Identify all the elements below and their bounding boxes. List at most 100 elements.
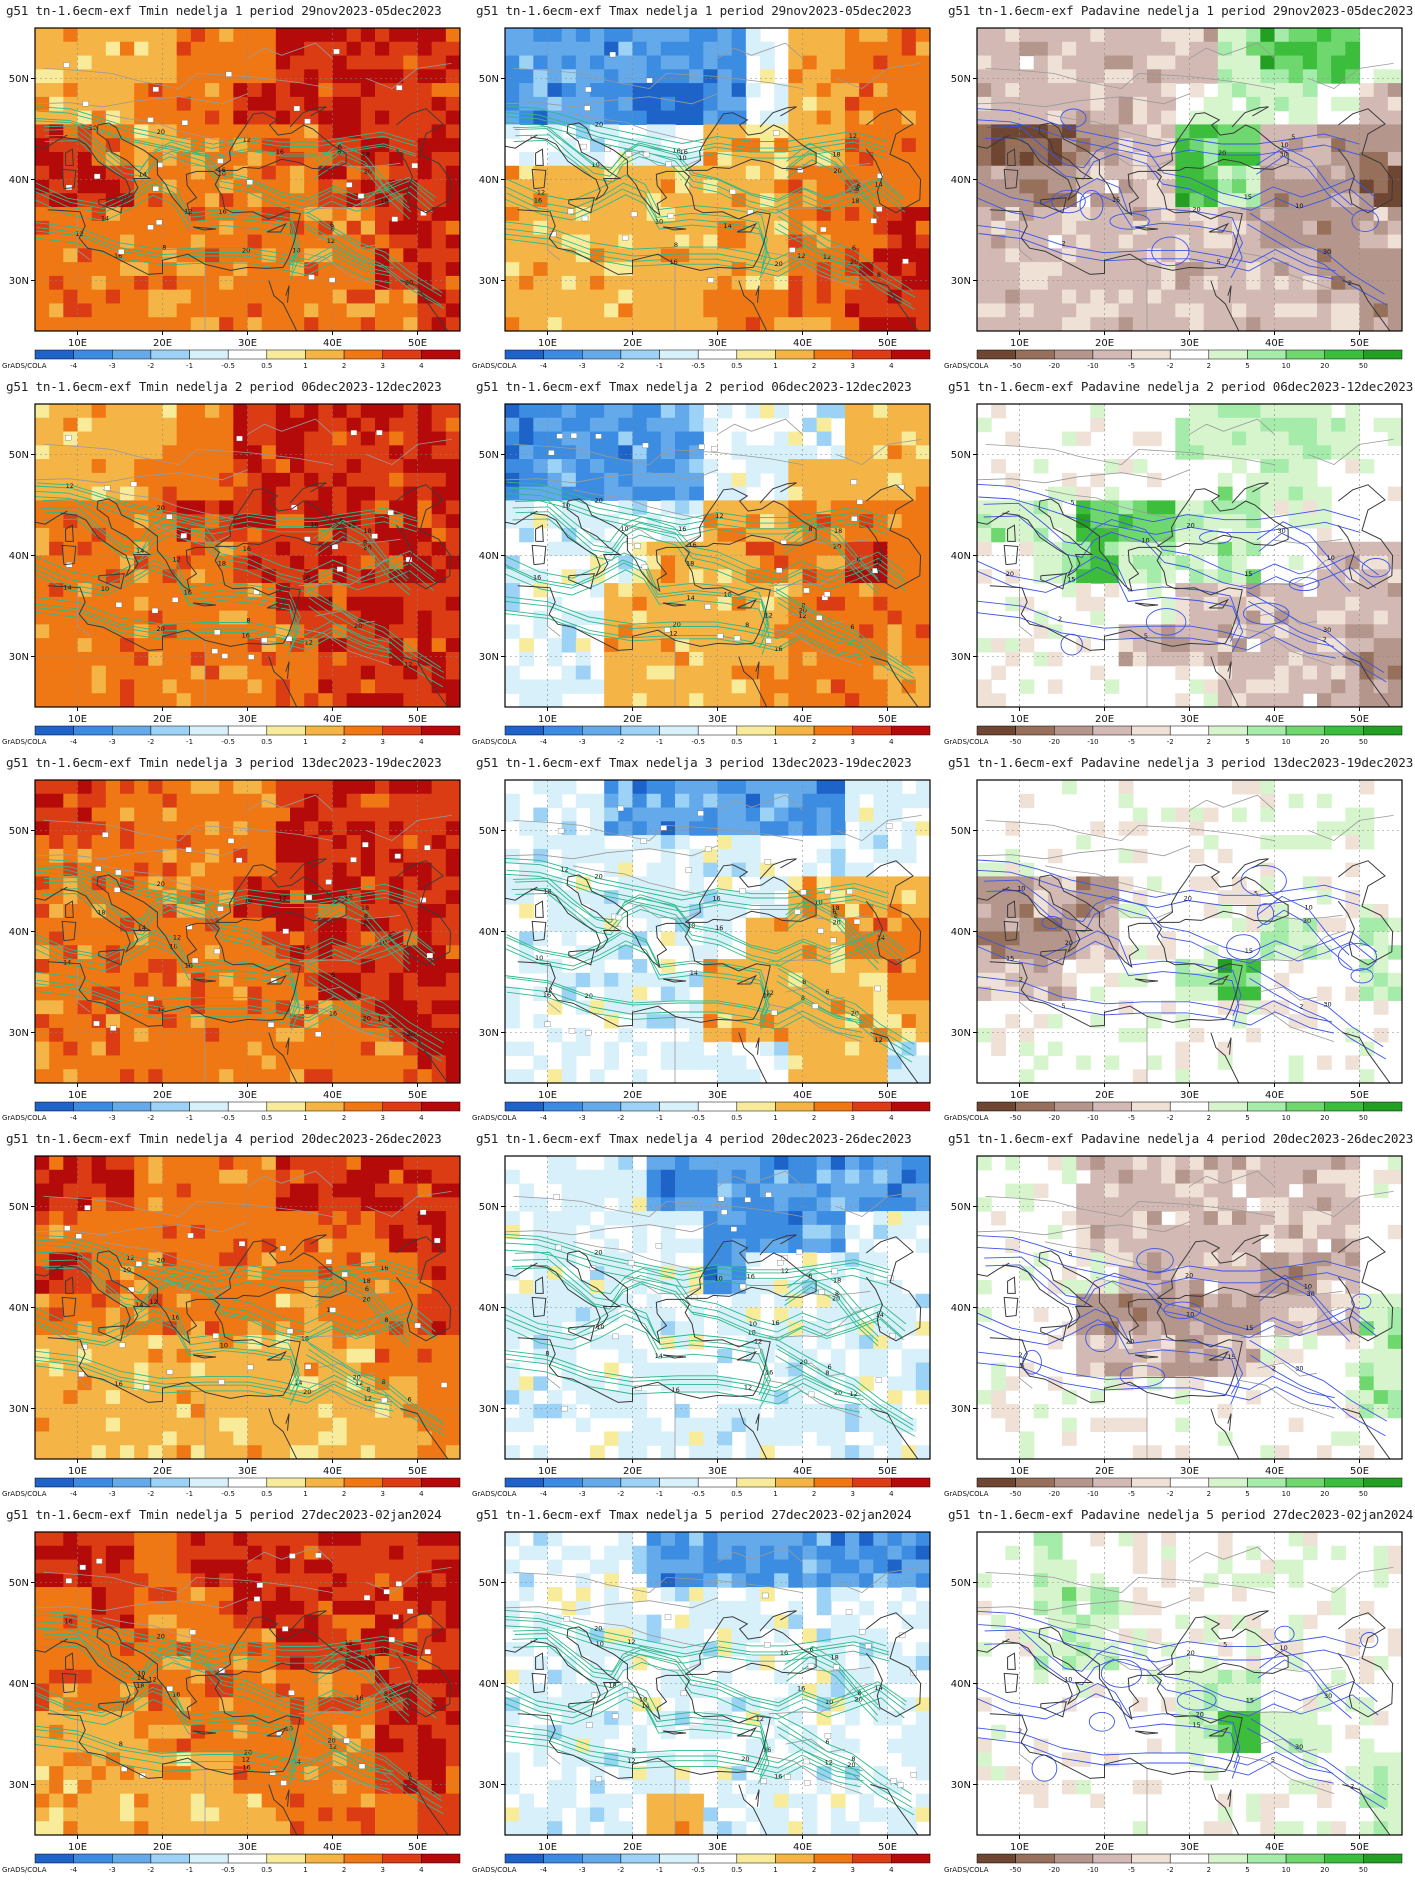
grid-cell [431,848,447,864]
grid-cell [120,83,135,98]
grid-cell [219,876,234,891]
grid-cell [561,317,577,331]
lon-tick-label: 30E [238,714,257,725]
grid-cell [604,317,619,331]
grid-cell [1260,138,1276,153]
colorbar-label: 50 [1359,362,1368,370]
grid-cell [1373,624,1389,639]
grid-cell [1118,317,1134,331]
grid-cell [717,289,733,305]
grid-cell [561,486,577,502]
grid-cell [533,693,549,707]
grid-cell [35,500,50,515]
grid-cell [915,459,930,474]
grid-cell [802,569,818,584]
lon-tick-label: 10E [538,714,557,725]
grid-cell [205,651,220,667]
grid-cell [1359,651,1375,667]
grid-cell [816,262,832,277]
grid-cell [1246,165,1261,181]
grid-cell [375,527,390,543]
grid-cell [445,986,460,1001]
grid-cell [304,1027,319,1043]
grid-cell [304,289,319,305]
grid-cell [63,28,79,43]
grid-cell [205,262,220,277]
contour-line [1258,532,1351,593]
grid-cell [233,165,249,181]
grid-cell [1118,179,1134,194]
grid-cell [275,248,291,263]
grid-cell [35,610,50,625]
grid-cell [1359,234,1375,249]
lon-tick-label: 20E [153,714,172,725]
colorbar-swatch [620,349,660,360]
grid-cell [632,417,648,433]
grid-cell [233,262,249,277]
grid-cell [547,275,563,291]
grid-cell [774,665,789,681]
grid-cell [77,179,93,194]
grid-cell [590,275,605,291]
grid-cell [261,417,277,433]
grid-cell [760,514,775,529]
station-marker [411,162,418,169]
grid-cell [887,138,903,153]
grid-cell [845,303,860,318]
grid-cell [1274,96,1290,112]
grid-cell [162,220,178,236]
colorbar-label: 1 [773,362,777,370]
grid-cell [332,472,348,488]
grid-cell [1175,445,1191,460]
grid-cell [1345,124,1361,139]
island-coast [192,226,217,231]
grid-cell [318,917,334,933]
grid-cell [105,638,121,653]
grid-cell [991,110,1006,126]
grid-cell [760,445,775,460]
grid-cell [318,459,334,474]
grid-cell [431,665,447,681]
grid-cell [233,193,249,208]
grid-cell [1317,583,1332,598]
contour-line [35,559,300,646]
grid-cell [1175,417,1191,433]
grid-cell [77,780,93,795]
grid-cell [318,679,334,694]
grid-cell [91,679,107,694]
grid-cell [1387,289,1402,305]
grid-cell [49,610,64,625]
grid-cell [873,624,889,639]
grid-cell [1232,624,1247,639]
grid-cell [1147,638,1162,653]
grid-cell [417,876,433,891]
colorbar-label: -3 [579,738,586,746]
grid-cell [91,693,107,707]
grid-cell [1302,431,1318,446]
grid-cell [1317,303,1332,318]
grid-cell [332,679,348,694]
grid-cell [219,459,234,474]
grid-cell [375,903,390,919]
grid-cell [162,262,178,277]
grid-cell [533,679,549,694]
grid-cell [660,289,676,305]
grid-cell [575,28,591,43]
grid-cell [1359,179,1375,194]
grid-cell [261,610,277,625]
grid-cell [63,303,79,318]
grid-cell [290,848,305,864]
grid-cell [915,404,930,419]
grid-cell [1062,207,1077,222]
station-marker [711,446,718,452]
contour-label: 20 [595,120,603,128]
grid-cell [1047,179,1063,194]
country-border [977,93,1190,108]
grid-cell [49,876,64,891]
grid-cell [901,28,917,43]
contour-label: 14 [875,180,883,188]
grid-cell [1147,28,1162,43]
grid-cell [190,624,206,639]
grid-cell [346,55,362,70]
